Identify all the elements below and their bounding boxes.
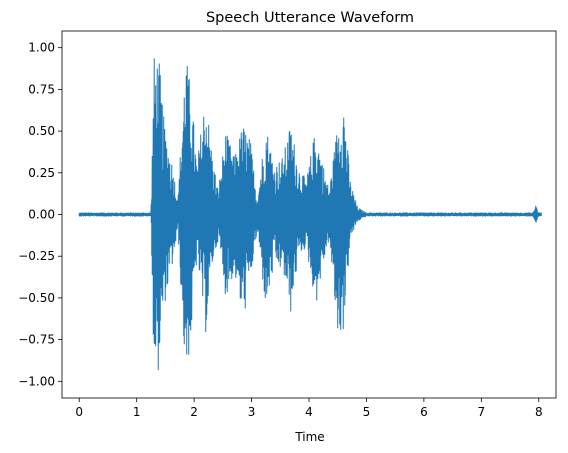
y-tick-label: −0.75 (18, 333, 55, 347)
y-tick-label: −0.50 (18, 291, 55, 305)
x-tick-label: 5 (363, 405, 371, 419)
y-tick-label: 1.00 (28, 41, 55, 55)
plot-area: 0 1 2 3 4 5 6 7 8 1.00 0.75 0.50 0.25 0.00 −0.25 −0.50 −… (18, 30, 557, 419)
y-tick-label: 0.50 (28, 124, 55, 138)
x-tick-label: 6 (420, 405, 428, 419)
y-tick-label: 0.00 (28, 208, 55, 222)
x-axis-label: Time (294, 430, 324, 444)
y-tick-label: 0.25 (28, 166, 55, 180)
x-tick-label: 2 (190, 405, 198, 419)
x-tick-label: 3 (248, 405, 256, 419)
x-tick-label: 0 (75, 405, 83, 419)
x-tick-label: 8 (535, 405, 543, 419)
x-tick-label: 7 (478, 405, 486, 419)
chart-title: Speech Utterance Waveform (206, 10, 414, 26)
x-tick-label: 4 (305, 405, 313, 419)
x-tick-label: 1 (133, 405, 141, 419)
y-tick-label: −1.00 (18, 374, 55, 388)
y-tick-label: 0.75 (28, 82, 55, 96)
waveform-series-line (78, 58, 542, 371)
y-tick-label: −0.25 (18, 249, 55, 263)
